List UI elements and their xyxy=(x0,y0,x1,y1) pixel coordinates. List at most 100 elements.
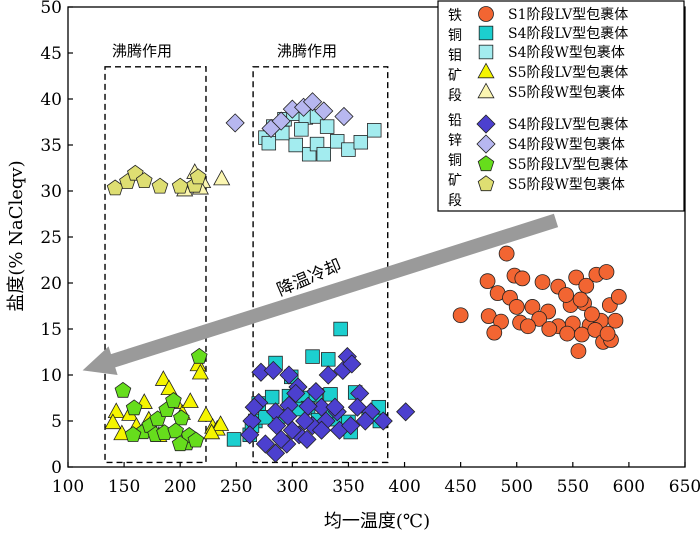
data-point xyxy=(508,299,525,315)
boiling-box xyxy=(104,66,207,464)
data-point xyxy=(151,177,169,194)
legend-marker xyxy=(477,82,495,99)
data-point xyxy=(330,134,345,149)
data-point xyxy=(321,352,336,367)
y-tick-label: 50 xyxy=(40,0,62,18)
legend-group-char: 铅 xyxy=(448,113,462,129)
boiling-label-1: 沸腾作用 xyxy=(112,42,172,60)
data-point xyxy=(203,423,221,440)
legend-label: S4阶段W型包裹体 xyxy=(508,137,625,153)
legend-group-char: 段 xyxy=(448,88,462,104)
data-point xyxy=(211,415,230,431)
x-tick-label: 100 xyxy=(52,477,84,497)
x-tick-label: 250 xyxy=(220,477,252,497)
data-point xyxy=(531,310,548,327)
data-point xyxy=(452,307,469,324)
cooling-arrow xyxy=(82,213,559,375)
y-tick-label: 35 xyxy=(40,136,62,156)
data-point xyxy=(297,429,317,449)
boiling-box xyxy=(252,66,389,464)
data-point xyxy=(514,270,531,287)
data-point xyxy=(226,432,242,447)
x-tick-label: 350 xyxy=(332,477,364,497)
data-point xyxy=(167,422,184,439)
data-point xyxy=(316,146,331,162)
data-point xyxy=(598,264,615,280)
x-tick-label: 600 xyxy=(613,477,645,497)
series-6 xyxy=(225,92,354,139)
data-point xyxy=(189,168,207,185)
series-0 xyxy=(452,245,627,359)
data-point xyxy=(263,360,283,380)
x-tick-label: 150 xyxy=(108,477,140,497)
data-point xyxy=(187,431,205,448)
data-point xyxy=(572,291,589,308)
legend-marker xyxy=(477,155,495,172)
x-tick-label: 450 xyxy=(444,477,476,497)
data-point xyxy=(396,402,416,422)
x-axis-label: 均一温度(℃) xyxy=(324,511,430,532)
data-point xyxy=(534,274,551,290)
data-point xyxy=(265,443,286,463)
data-point xyxy=(107,402,125,419)
legend-group-char: 钼 xyxy=(448,48,462,64)
data-point xyxy=(524,299,541,315)
data-point xyxy=(279,365,299,385)
legend-label: S4阶段LV型包裹体 xyxy=(508,117,628,133)
data-point xyxy=(264,389,280,405)
data-point xyxy=(541,321,558,337)
series-5 xyxy=(240,347,416,463)
y-tick-label: 45 xyxy=(40,44,62,64)
legend-marker xyxy=(478,25,494,41)
data-point xyxy=(135,172,153,189)
data-point xyxy=(342,354,362,374)
data-point xyxy=(294,122,309,137)
data-point xyxy=(347,397,368,417)
legend-marker xyxy=(477,175,495,192)
arrow-shape xyxy=(82,213,559,375)
legend: 铁铜钼矿段铅锌铜矿段S1阶段LV型包裹体S4阶段LV型包裹体S4阶段W型包裹体S… xyxy=(437,0,685,212)
y-axis-label: 盐度(% NaCleqv) xyxy=(6,160,27,311)
data-point xyxy=(570,343,587,359)
series-8 xyxy=(106,164,207,196)
axis-ticks: 100 150 200 250 300 350 400 450 500 550 600 650 0 5 10… xyxy=(40,0,700,497)
legend-label: S4阶段W型包裹体 xyxy=(508,45,625,61)
data-point xyxy=(278,406,298,426)
data-point xyxy=(334,106,354,127)
data-point xyxy=(558,287,574,303)
data-point xyxy=(607,312,624,329)
data-point xyxy=(306,381,326,402)
data-point xyxy=(171,177,189,194)
y-tick-label: 10 xyxy=(40,366,62,386)
legend-marker xyxy=(476,114,496,134)
data-point xyxy=(573,326,590,343)
legend-label: S5阶段LV型包裹体 xyxy=(508,157,628,173)
legend-group-char: 铜 xyxy=(448,28,462,44)
legend-label: S4阶段LV型包裹体 xyxy=(508,26,628,42)
legend-label: S5阶段W型包裹体 xyxy=(508,177,625,193)
data-point xyxy=(520,318,536,335)
data-points xyxy=(104,92,627,463)
legend-marker xyxy=(476,134,496,154)
data-point xyxy=(584,306,600,323)
data-point xyxy=(288,137,303,153)
data-point xyxy=(125,399,143,416)
data-point xyxy=(213,169,231,186)
data-point xyxy=(114,381,132,398)
legend-group-char: 铁 xyxy=(448,8,462,24)
data-point xyxy=(311,420,332,440)
data-point xyxy=(314,101,334,121)
data-point xyxy=(244,397,264,417)
data-point xyxy=(302,92,323,112)
legend-label: S5阶段W型包裹体 xyxy=(508,85,625,101)
data-point xyxy=(325,397,345,417)
x-tick-label: 300 xyxy=(276,477,308,497)
data-point xyxy=(104,413,122,430)
data-point xyxy=(486,324,503,341)
data-point xyxy=(173,409,190,426)
data-point xyxy=(341,416,361,436)
data-point xyxy=(610,288,627,305)
data-point xyxy=(171,435,189,452)
x-tick-label: 200 xyxy=(164,477,196,497)
data-point xyxy=(286,383,306,403)
